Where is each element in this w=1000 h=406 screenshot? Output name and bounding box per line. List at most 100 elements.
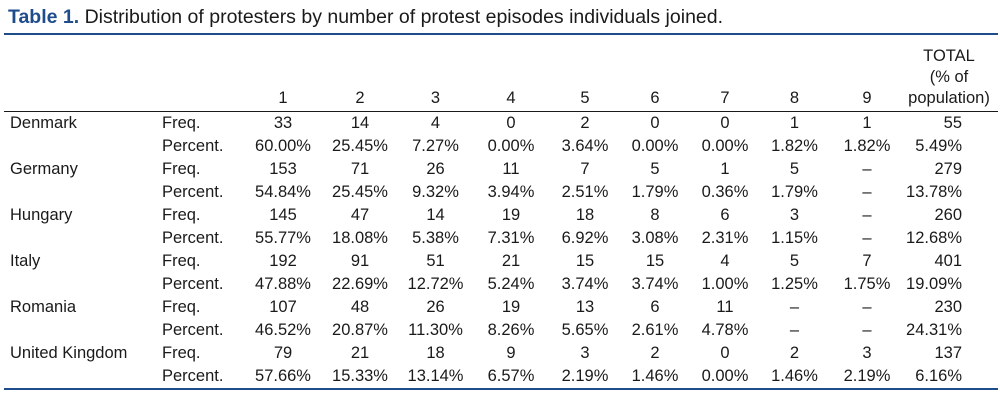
- freq-cell: 6: [720, 206, 730, 224]
- measure-label: Freq.: [162, 206, 201, 224]
- percent-cell: 13.14%: [407, 367, 464, 385]
- percent-cell: 1.82%: [843, 137, 891, 155]
- freq-cell: –: [862, 206, 872, 224]
- percent-cell: 1.25%: [771, 275, 818, 293]
- percent-cell: 0.00%: [631, 137, 679, 155]
- percent-cell: 2.19%: [843, 367, 891, 385]
- percent-total-cell: 19.09%: [906, 275, 962, 293]
- percent-cell: 47.88%: [255, 275, 311, 293]
- freq-cell: 7: [580, 160, 590, 178]
- percent-cell: 1.00%: [701, 275, 749, 293]
- measure-label: Percent.: [162, 229, 224, 247]
- freq-cell: 1: [720, 160, 730, 178]
- percent-total-cell: 6.16%: [915, 367, 962, 385]
- distribution-table: 1 2 3 4 5 6 7 8 9 TOTAL (% of population…: [4, 35, 998, 111]
- freq-cell: –: [862, 298, 872, 316]
- header-total-line: TOTAL: [923, 47, 975, 65]
- header-episode: 4: [506, 89, 516, 107]
- percent-cell: 0.00%: [487, 137, 535, 155]
- table-row-freq: Italy Freq. 192 91 51 21 15 15 4 5 7 401: [4, 250, 998, 273]
- top-rule: [4, 33, 998, 35]
- country-blank: [4, 181, 162, 204]
- freq-cell: 91: [350, 252, 370, 270]
- freq-cell: 5: [650, 160, 660, 178]
- freq-cell: 11: [502, 160, 520, 178]
- freq-cell: –: [862, 160, 872, 178]
- freq-cell: 8: [650, 206, 660, 224]
- header-episode: 1: [278, 89, 288, 107]
- percent-total-cell: 5.49%: [915, 137, 962, 155]
- header-episode: 7: [720, 89, 730, 107]
- freq-cell: 2: [650, 344, 660, 362]
- country-name: Denmark: [10, 114, 77, 132]
- freq-cell: 79: [273, 344, 293, 362]
- freq-cell: 21: [501, 252, 521, 270]
- table-caption-label: Table 1.: [8, 6, 80, 28]
- percent-cell: 2.19%: [561, 367, 609, 385]
- percent-cell: 1.46%: [771, 367, 818, 385]
- measure-label: Percent.: [162, 137, 224, 155]
- table-caption: Table 1. Distribution of protesters by n…: [8, 4, 998, 30]
- freq-cell: 71: [350, 160, 370, 178]
- freq-cell: 2: [580, 114, 590, 132]
- freq-cell: 18: [575, 206, 595, 224]
- freq-cell: 1: [862, 114, 872, 132]
- table-figure: Table 1. Distribution of protesters by n…: [0, 4, 998, 390]
- percent-cell: 1.46%: [631, 367, 679, 385]
- header-rule: [4, 111, 998, 112]
- table-row-percent: Percent. 47.88% 22.69% 12.72% 5.24% 3.74% 3.74…: [4, 273, 998, 296]
- percent-cell: –: [862, 183, 872, 201]
- percent-cell: 25.45%: [332, 183, 388, 201]
- freq-cell: 15: [575, 252, 595, 270]
- percent-cell: 0.36%: [701, 183, 749, 201]
- header-episode: 8: [789, 89, 800, 107]
- table-row-freq: Romania Freq. 107 48 26 19 13 6 11 – – 230: [4, 296, 998, 319]
- percent-cell: –: [789, 321, 800, 339]
- freq-total-cell: 137: [934, 344, 962, 362]
- table-row-percent: Percent. 46.52% 20.87% 11.30% 8.26% 5.65% 2.61…: [4, 319, 998, 342]
- percent-cell: 0.00%: [701, 137, 749, 155]
- header-blank-country: [4, 35, 162, 111]
- header-episode: 2: [355, 89, 365, 107]
- percent-cell: 3.64%: [561, 137, 609, 155]
- percent-cell: 55.77%: [255, 229, 311, 247]
- country-name: Romania: [10, 298, 77, 316]
- percent-cell: 22.69%: [332, 275, 388, 293]
- percent-cell: 15.33%: [332, 367, 388, 385]
- freq-cell: –: [789, 298, 800, 316]
- freq-total-cell: 401: [934, 252, 962, 270]
- percent-cell: 0.00%: [701, 367, 749, 385]
- percent-cell: 3.74%: [631, 275, 679, 293]
- freq-cell: 51: [426, 252, 445, 270]
- freq-cell: 3: [789, 206, 800, 224]
- measure-label: Percent.: [162, 183, 224, 201]
- percent-total-cell: 12.68%: [906, 229, 962, 247]
- country-blank: [4, 365, 162, 388]
- freq-cell: 4: [430, 114, 441, 132]
- freq-cell: 19: [501, 206, 521, 224]
- country-blank: [4, 227, 162, 250]
- percent-total-cell: 24.31%: [906, 321, 962, 339]
- table-row-freq: Germany Freq. 153 71 26 11 7 5 1 5 – 279: [4, 158, 998, 181]
- measure-label: Percent.: [162, 275, 224, 293]
- freq-cell: 6: [650, 298, 660, 316]
- percent-cell: 2.31%: [701, 229, 749, 247]
- header-total: TOTAL (% of population): [906, 35, 998, 111]
- measure-label: Freq.: [162, 114, 201, 132]
- freq-total-cell: 55: [943, 114, 962, 132]
- country-blank: [4, 273, 162, 296]
- percent-cell: 8.26%: [487, 321, 535, 339]
- country-blank: [4, 135, 162, 158]
- freq-cell: 107: [269, 298, 297, 316]
- freq-cell: 15: [645, 252, 665, 270]
- freq-cell: 4: [720, 252, 730, 270]
- freq-cell: 0: [506, 114, 516, 132]
- table-row-freq: Denmark Freq. 33 14 4 0 2 0 0 1 1 55: [4, 112, 998, 135]
- country-name: Germany: [10, 160, 78, 178]
- percent-cell: 7.31%: [487, 229, 535, 247]
- freq-cell: 7: [862, 252, 872, 270]
- country-name: Hungary: [10, 206, 73, 224]
- header-episode: 6: [650, 89, 660, 107]
- freq-cell: 13: [575, 298, 595, 316]
- percent-cell: –: [862, 321, 872, 339]
